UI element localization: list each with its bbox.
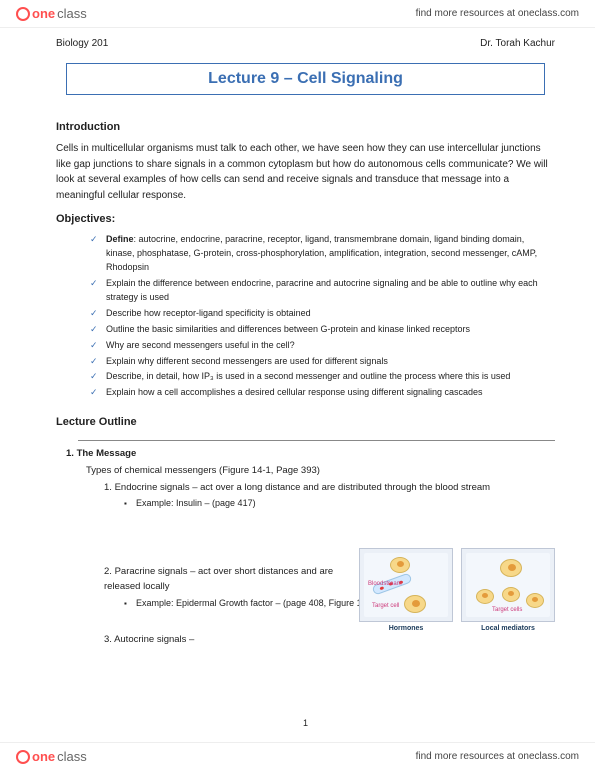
lecture-title: Lecture 9 – Cell Signaling [66,63,545,95]
local-mediators-caption: Local mediators [461,625,555,632]
document-page: Biology 201 Dr. Torah Kachur Lecture 9 –… [56,38,555,732]
autocrine-num: 3. [104,634,112,645]
figure-local-mediators: Target cells Local mediators [461,548,555,632]
logo-text-one: one [32,6,55,21]
objective-item: Explain why different second messengers … [90,355,555,369]
footer-logo-text-class: class [57,749,87,764]
footer-logo-circle-icon [16,750,30,764]
objective-item: Describe, in detail, how IP₃ is used in … [90,370,555,384]
endocrine-num: 1. [104,482,112,493]
objectives-heading: Objectives: [56,213,555,225]
define-lead: Define [106,234,134,244]
section-subtitle: Types of chemical messengers (Figure 14-… [86,464,555,479]
target-cell-label: Target cell [372,603,399,609]
top-header: oneclass find more resources at oneclass… [0,0,595,28]
endocrine-example-list: Example: Insulin – (page 417) [124,497,555,511]
endocrine-text: Endocrine signals – act over a long dist… [115,482,490,493]
instructor-name: Dr. Torah Kachur [480,38,555,49]
hormones-caption: Hormones [359,625,453,632]
hormones-diagram: Bloodstream Target cell [364,553,448,617]
objective-item: Define: autocrine, endocrine, paracrine,… [90,233,555,275]
course-header-line: Biology 201 Dr. Torah Kachur [56,38,555,49]
logo-circle-icon [16,7,30,21]
figure-hormones: Bloodstream Target cell Hormones [359,548,453,632]
objective-item: Explain how a cell accomplishes a desire… [90,386,555,400]
header-tagline[interactable]: find more resources at oneclass.com [416,8,579,19]
intro-paragraph: Cells in multicellular organisms must ta… [56,141,555,203]
logo-text-class: class [57,6,87,21]
intro-heading: Introduction [56,121,555,133]
footer-tagline[interactable]: find more resources at oneclass.com [416,751,579,762]
course-code: Biology 201 [56,38,108,49]
brand-logo: oneclass [16,6,87,21]
bloodstream-label: Bloodstream [368,581,402,587]
paracrine-num: 2. [104,566,112,577]
page-number: 1 [56,718,555,728]
define-rest: : autocrine, endocrine, paracrine, recep… [106,234,537,272]
target-cells-label: Target cells [492,607,522,613]
footer-brand-logo: oneclass [16,749,87,764]
footer-logo-text-one: one [32,749,55,764]
section-title: The Message [77,448,137,459]
section-number: 1. [66,448,74,459]
bottom-footer: oneclass find more resources at oneclass… [0,742,595,770]
outline-section-1: 1. The Message [66,447,555,462]
outline-heading: Lecture Outline [56,416,555,428]
objective-item: Describe how receptor-ligand specificity… [90,307,555,321]
objective-item: Why are second messengers useful in the … [90,339,555,353]
objectives-list: Define: autocrine, endocrine, paracrine,… [90,233,555,400]
objective-item: Explain the difference between endocrine… [90,277,555,305]
outline-rule [78,440,555,441]
autocrine-text: Autocrine signals – [114,634,194,645]
endocrine-item: 1. Endocrine signals – act over a long d… [104,481,555,496]
autocrine-item: 3. Autocrine signals – [104,633,555,648]
figures-row: Bloodstream Target cell Hormones [359,548,555,632]
paracrine-item: 2. Paracrine signals – act over short di… [104,565,364,594]
endocrine-example: Example: Insulin – (page 417) [124,497,555,511]
paracrine-text: Paracrine signals – act over short dista… [104,566,333,592]
local-mediators-diagram: Target cells [466,553,550,617]
objective-item: Outline the basic similarities and diffe… [90,323,555,337]
